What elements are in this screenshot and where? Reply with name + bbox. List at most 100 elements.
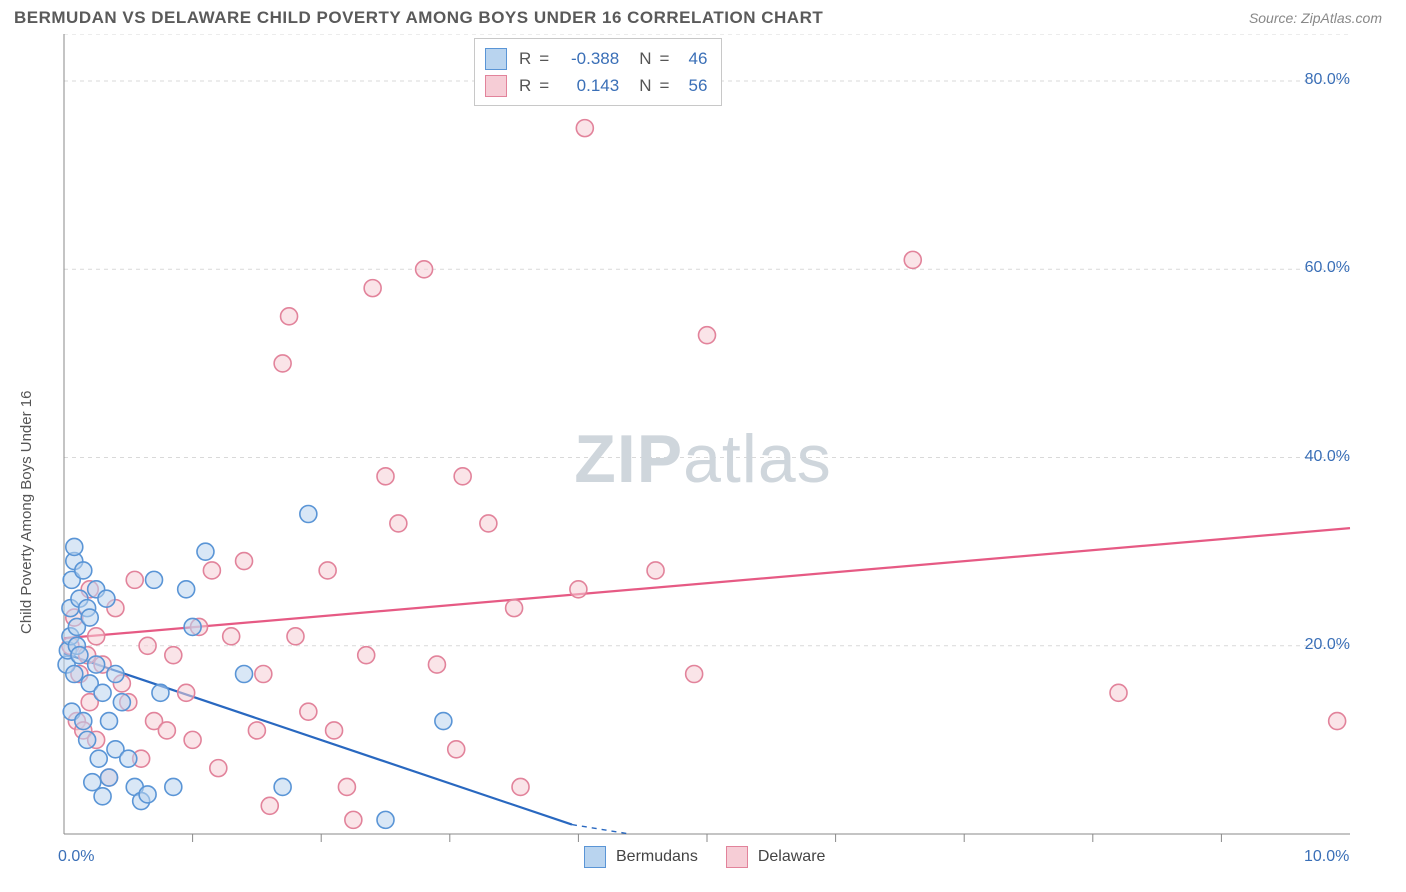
y-tick-label: 40.0% xyxy=(1290,448,1350,466)
legend-swatch xyxy=(726,846,748,868)
data-point xyxy=(146,571,163,588)
stat-n-label: N xyxy=(639,45,651,72)
data-point xyxy=(158,722,175,739)
data-point xyxy=(178,684,195,701)
data-point xyxy=(94,788,111,805)
data-point xyxy=(274,355,291,372)
data-point xyxy=(139,637,156,654)
source-name: ZipAtlas.com xyxy=(1301,10,1382,26)
data-point xyxy=(904,251,921,268)
data-point xyxy=(261,797,278,814)
data-point xyxy=(338,778,355,795)
data-point xyxy=(94,684,111,701)
data-point xyxy=(66,538,83,555)
stats-legend-box: R=-0.388N=46R=0.143N=56 xyxy=(474,38,722,106)
data-point xyxy=(120,750,137,767)
data-point xyxy=(377,468,394,485)
data-point xyxy=(90,750,107,767)
data-point xyxy=(390,515,407,532)
legend-label: Delaware xyxy=(758,848,826,866)
stat-r-value: -0.388 xyxy=(557,45,619,72)
data-point xyxy=(1110,684,1127,701)
data-point xyxy=(319,562,336,579)
data-point xyxy=(358,647,375,664)
data-point xyxy=(88,628,105,645)
legend-swatch xyxy=(584,846,606,868)
legend-item: Bermudans xyxy=(584,846,698,868)
data-point xyxy=(248,722,265,739)
y-axis-label: Child Poverty Among Boys Under 16 xyxy=(18,391,35,634)
data-point xyxy=(98,590,115,607)
data-point xyxy=(66,666,83,683)
stat-n-label: N xyxy=(639,72,651,99)
data-point xyxy=(448,741,465,758)
stats-row: R=-0.388N=46 xyxy=(485,45,707,72)
data-point xyxy=(570,581,587,598)
data-point xyxy=(165,778,182,795)
y-tick-label: 20.0% xyxy=(1290,636,1350,654)
data-point xyxy=(236,666,253,683)
data-point xyxy=(113,694,130,711)
data-point xyxy=(364,280,381,297)
data-point xyxy=(223,628,240,645)
data-point xyxy=(101,713,118,730)
data-point xyxy=(576,120,593,137)
stat-r-label: R xyxy=(519,72,531,99)
data-point xyxy=(81,609,98,626)
data-point xyxy=(416,261,433,278)
data-point xyxy=(184,618,201,635)
data-point xyxy=(139,786,156,803)
chart-header: BERMUDAN VS DELAWARE CHILD POVERTY AMONG… xyxy=(0,0,1406,32)
stat-n-value: 56 xyxy=(677,72,707,99)
data-point xyxy=(512,778,529,795)
data-point xyxy=(480,515,497,532)
scatter-plot xyxy=(14,34,1390,884)
data-point xyxy=(686,666,703,683)
data-point xyxy=(377,811,394,828)
data-point xyxy=(647,562,664,579)
data-point xyxy=(699,327,716,344)
stat-n-value: 46 xyxy=(677,45,707,72)
data-point xyxy=(236,553,253,570)
data-point xyxy=(203,562,220,579)
data-point xyxy=(184,731,201,748)
data-point xyxy=(435,713,452,730)
data-point xyxy=(274,778,291,795)
chart-area: ZIPatlas Child Poverty Among Boys Under … xyxy=(14,34,1392,884)
source-prefix: Source: xyxy=(1249,10,1301,26)
data-point xyxy=(1329,713,1346,730)
data-point xyxy=(345,811,362,828)
data-point xyxy=(101,769,118,786)
data-point xyxy=(79,731,96,748)
data-point xyxy=(152,684,169,701)
data-point xyxy=(281,308,298,325)
stats-row: R=0.143N=56 xyxy=(485,72,707,99)
data-point xyxy=(300,506,317,523)
source-label: Source: ZipAtlas.com xyxy=(1249,10,1382,26)
legend-swatch xyxy=(485,75,507,97)
legend-item: Delaware xyxy=(726,846,826,868)
data-point xyxy=(107,666,124,683)
stat-r-label: R xyxy=(519,45,531,72)
data-point xyxy=(326,722,343,739)
legend-swatch xyxy=(485,48,507,70)
x-tick-label: 0.0% xyxy=(58,848,94,866)
data-point xyxy=(75,562,92,579)
y-tick-label: 60.0% xyxy=(1290,259,1350,277)
data-point xyxy=(210,760,227,777)
series-legend: Bermudans Delaware xyxy=(584,846,825,868)
data-point xyxy=(428,656,445,673)
legend-label: Bermudans xyxy=(616,848,698,866)
data-point xyxy=(197,543,214,560)
data-point xyxy=(287,628,304,645)
data-point xyxy=(300,703,317,720)
data-point xyxy=(178,581,195,598)
x-tick-label: 10.0% xyxy=(1304,848,1349,866)
y-tick-label: 80.0% xyxy=(1290,71,1350,89)
data-point xyxy=(126,571,143,588)
data-point xyxy=(71,647,88,664)
data-point xyxy=(454,468,471,485)
stat-r-value: 0.143 xyxy=(557,72,619,99)
data-point xyxy=(255,666,272,683)
data-point xyxy=(506,600,523,617)
